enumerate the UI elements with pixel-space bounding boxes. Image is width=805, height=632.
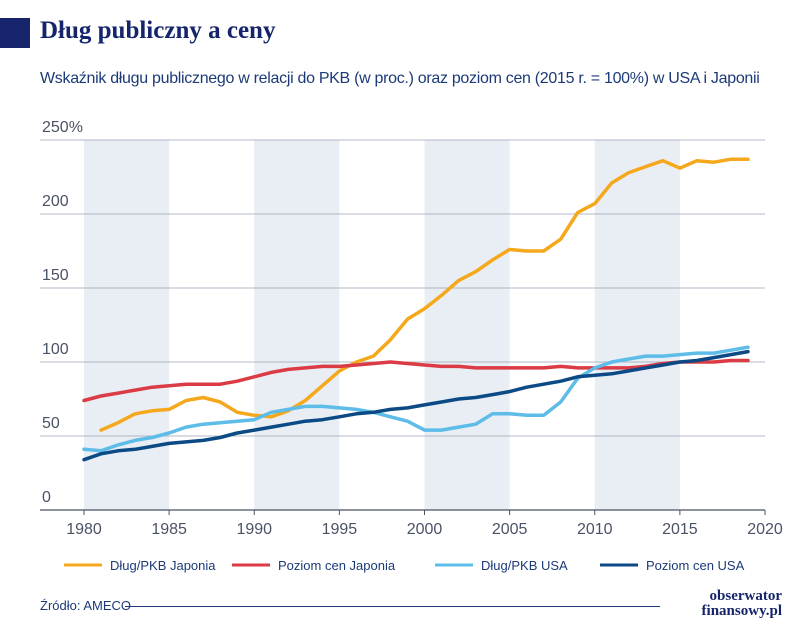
title-accent-bar — [0, 18, 30, 48]
x-tick-label: 2000 — [407, 521, 443, 538]
chart-subtitle: Wskaźnik długu publicznego w relacji do … — [40, 70, 760, 87]
legend-label-1: Poziom cen Japonia — [278, 558, 396, 573]
y-tick-label: 0 — [42, 489, 51, 506]
series-line-3 — [82, 349, 750, 462]
y-tick-label: 100 — [42, 341, 69, 358]
brand-line1: obserwator — [709, 588, 782, 604]
x-tick-label: 1990 — [236, 521, 272, 538]
y-tick-label: 150 — [42, 267, 69, 284]
y-axis-ticks: 0 50 100 150 200 250% — [42, 119, 83, 506]
x-tick-label: 1985 — [151, 521, 187, 538]
legend-label-2: Dług/PKB USA — [481, 558, 568, 573]
x-tick-label: 2010 — [577, 521, 613, 538]
x-tick-label: 2015 — [662, 521, 698, 538]
shaded-periods — [84, 140, 680, 510]
source-note: Źródło: AMECO — [40, 598, 132, 613]
brand-line2: finansowy.pl — [701, 603, 782, 619]
x-tick-label: 2020 — [747, 521, 783, 538]
shaded-period-1 — [254, 140, 340, 510]
series-line-2 — [82, 345, 750, 453]
shaded-period-2 — [424, 140, 510, 510]
series-line-1 — [82, 358, 750, 403]
page-title: Dług publiczny a ceny — [40, 17, 276, 44]
x-tick-label: 1995 — [322, 521, 358, 538]
legend-label-3: Poziom cen USA — [646, 558, 745, 573]
x-tick-label: 1980 — [66, 521, 102, 538]
x-tick-label: 2005 — [492, 521, 528, 538]
y-tick-label: 200 — [42, 193, 69, 210]
source-divider — [125, 606, 660, 607]
series-line-0 — [99, 157, 750, 432]
x-axis-ticks: 1980 1985 1990 1995 2000 2005 2010 2015 2020 — [66, 510, 783, 538]
y-tick-label: 50 — [42, 415, 60, 432]
legend-label-0: Dług/PKB Japonia — [110, 558, 216, 573]
brand-logo: obserwator finansowy.pl — [672, 589, 782, 619]
y-tick-label: 250% — [42, 119, 83, 136]
shaded-period-3 — [594, 140, 680, 510]
series-lines — [82, 157, 750, 462]
chart-legend: Dług/PKB Japonia Poziom cen Japonia Dług/P… — [64, 558, 745, 573]
